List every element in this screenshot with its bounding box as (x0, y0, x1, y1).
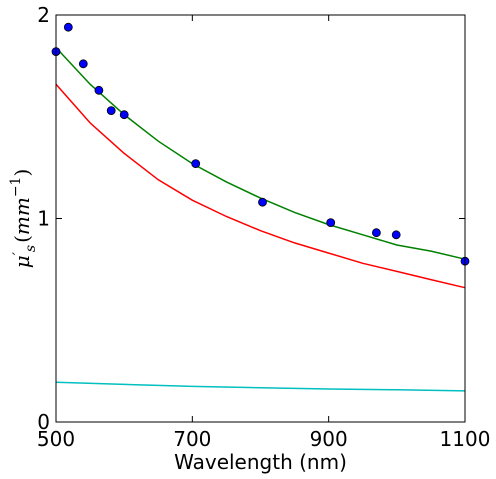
ylabel-subscript: s (23, 245, 39, 252)
plot-area (56, 15, 465, 422)
data-point (106, 106, 116, 115)
x-tick-label: 700 (173, 427, 211, 451)
data-point (258, 197, 267, 207)
data-point (78, 59, 88, 69)
y-tick-label: 0 (37, 410, 50, 434)
ylabel-prime: ′ (11, 251, 27, 255)
x-tick-label: 1100 (440, 427, 491, 451)
series-line-2 (55, 83, 466, 289)
ylabel-mu: μ (10, 255, 34, 268)
series-line-3 (55, 381, 466, 392)
tick-layer: 500 700 900 1100 0 1 2 (37, 3, 491, 451)
ylabel-paren-close: ) (10, 169, 34, 177)
data-point (94, 85, 104, 95)
y-axis-label: μ′s (mm−1) (8, 169, 39, 269)
data-point (326, 218, 336, 228)
data-point (63, 22, 73, 32)
y-tick-label: 1 (37, 207, 50, 231)
y-tick-label: 2 (37, 3, 50, 27)
x-tick-label: 900 (310, 427, 348, 451)
data-point (391, 230, 401, 240)
series-layer (51, 22, 470, 392)
x-axis-label: Wavelength (nm) (174, 450, 347, 474)
ylabel-superscript: −1 (8, 177, 24, 198)
svg-text:μ′s(mm−1): μ′s (mm−1) (8, 169, 39, 269)
data-point (191, 159, 201, 169)
data-point (119, 110, 129, 120)
ylabel-unit: mm (10, 197, 34, 235)
ylabel-paren-open: ( (10, 235, 34, 243)
x-tick-label: 500 (37, 427, 75, 451)
data-point (371, 228, 381, 238)
